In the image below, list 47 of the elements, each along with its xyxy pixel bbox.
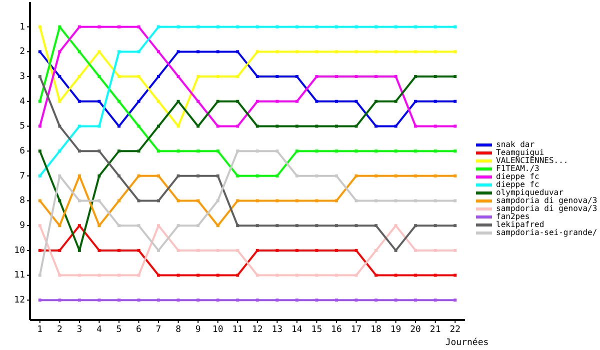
- x-tick-label: 11: [232, 325, 244, 335]
- x-tick-label: 18: [370, 325, 382, 335]
- x-tick-label: 8: [176, 325, 182, 335]
- legend-label: Teamguigui: [496, 148, 544, 158]
- legend-label: dieppe fc: [496, 172, 540, 182]
- y-tick-label: 10: [14, 246, 25, 256]
- y-tick-label: 2: [20, 47, 25, 58]
- y-tick-label: 12: [14, 296, 25, 306]
- x-tick-label: 7: [156, 325, 162, 335]
- legend-label: VALENCIENNES...: [496, 156, 568, 166]
- y-tick-label: 8: [20, 196, 25, 206]
- legend-label: dieppe fc: [496, 180, 540, 190]
- legend-label: sampdoria di genova/3: [496, 204, 598, 214]
- y-tick-label: 6: [20, 146, 25, 157]
- x-tick-label: 4: [96, 325, 102, 335]
- y-tick-label: 5: [20, 122, 25, 132]
- y-tick-label: 1: [20, 22, 25, 32]
- x-axis-title: Journées: [445, 337, 489, 348]
- legend-label: olympiqueduvar: [496, 188, 564, 198]
- x-tick-label: 22: [450, 325, 461, 335]
- y-tick-label: 7: [20, 171, 25, 182]
- y-tick-label: 3: [20, 72, 25, 82]
- x-tick-label: 17: [350, 325, 362, 335]
- x-tick-label: 6: [136, 325, 142, 335]
- x-tick-label: 12: [252, 325, 263, 335]
- x-tick-label: 21: [430, 325, 441, 335]
- x-tick-label: 16: [331, 325, 342, 335]
- x-tick-label: 20: [410, 325, 421, 335]
- y-tick-label: 9: [20, 221, 25, 232]
- legend-label: sampdoria-sei-grande/: [496, 228, 598, 238]
- x-tick-label: 9: [195, 325, 201, 335]
- x-tick-label: 1: [37, 325, 43, 335]
- x-tick-label: 13: [272, 325, 283, 335]
- x-tick-label: 3: [76, 325, 82, 335]
- y-tick-label: 11: [14, 270, 25, 281]
- y-tick-label: 4: [20, 96, 25, 107]
- legend-label: snak dar: [496, 140, 535, 150]
- x-tick-label: 2: [56, 325, 62, 335]
- x-tick-label: 19: [390, 325, 402, 335]
- legend-label: sampdoria di genova/3: [496, 196, 598, 206]
- legend-label: F1TEAM./3: [496, 164, 540, 174]
- x-tick-label: 14: [292, 325, 302, 335]
- x-tick-label: 5: [116, 325, 122, 335]
- legend-label: fan2pes: [496, 212, 530, 222]
- x-tick-label: 10: [212, 325, 224, 335]
- legend-label: lekipafred: [496, 220, 544, 230]
- x-tick-label: 15: [311, 325, 322, 335]
